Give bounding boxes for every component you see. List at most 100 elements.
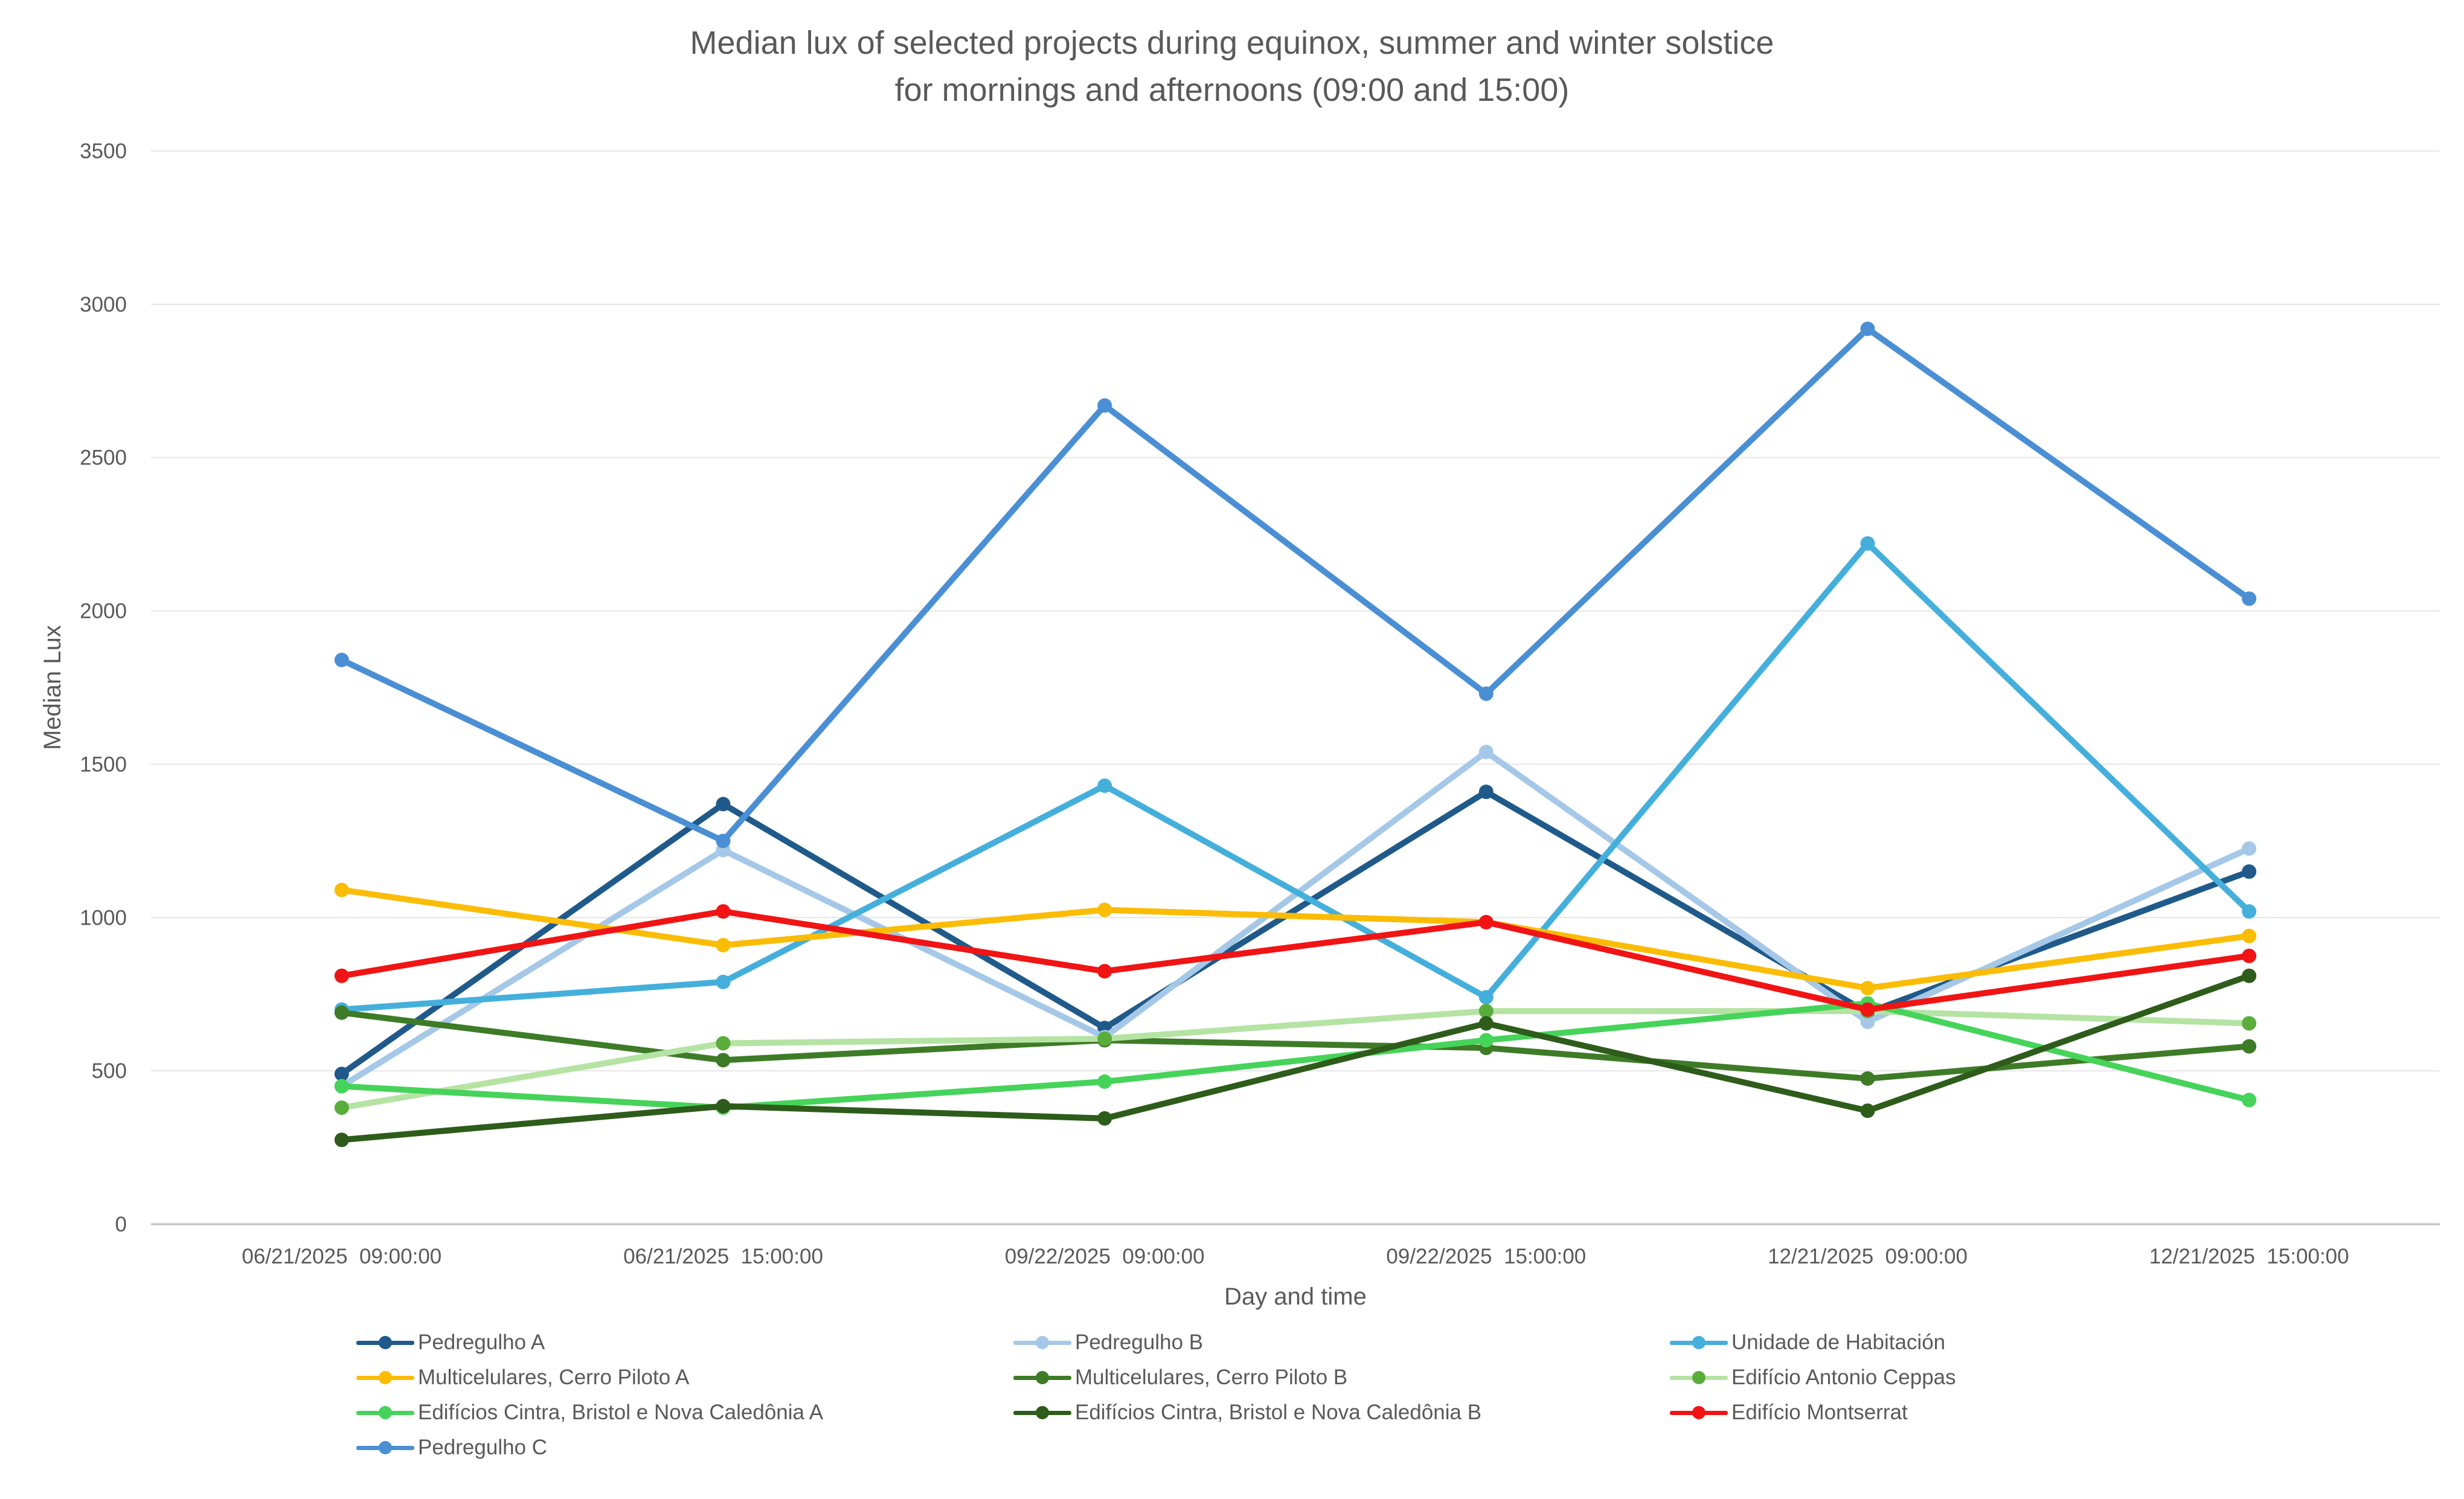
legend-item: Multicelulares, Cerro Piloto B (1013, 1361, 1347, 1395)
data-point (2242, 928, 2257, 943)
legend-swatch (1670, 1401, 1728, 1425)
legend-item: Edifício Antonio Ceppas (1670, 1361, 1956, 1395)
series-2 (334, 536, 2257, 1017)
data-point (716, 937, 731, 952)
legend-item: Pedregulho C (356, 1431, 547, 1465)
y-tick-label: 0 (115, 1213, 127, 1236)
y-tick-label: 2500 (80, 446, 127, 470)
series-line (338, 540, 2253, 1013)
legend-label: Multicelulares, Cerro Piloto A (418, 1366, 690, 1389)
data-point (334, 1132, 349, 1148)
data-point (716, 974, 731, 989)
data-point (2242, 841, 2257, 856)
data-point (334, 1005, 349, 1020)
data-point (1097, 398, 1112, 413)
legend-item: Edifícios Cintra, Bristol e Nova Caledôn… (356, 1396, 823, 1430)
data-point (2242, 904, 2257, 919)
y-tick-label: 1500 (80, 753, 127, 776)
series-7 (334, 968, 2257, 1148)
data-point (2242, 948, 2257, 963)
series-3 (334, 882, 2257, 996)
legend-label: Edifícios Cintra, Bristol e Nova Caledôn… (418, 1401, 824, 1424)
data-point (2242, 591, 2257, 606)
x-tick-label: 06/21/2025 09:00:00 (242, 1245, 441, 1268)
y-tick-label: 3500 (80, 140, 127, 163)
series-line (338, 908, 2253, 1013)
series-line (338, 749, 2253, 1090)
legend-swatch (356, 1366, 414, 1390)
series-line (338, 1000, 2253, 1111)
data-point (1860, 321, 1875, 336)
data-point (1478, 1016, 1493, 1031)
data-point (334, 1067, 349, 1082)
chart-title: Median lux of selected projects during e… (690, 25, 1774, 61)
legend-swatch (1013, 1401, 1071, 1425)
series-8 (334, 904, 2257, 1017)
x-tick-label: 09/22/2025 15:00:00 (1386, 1245, 1586, 1268)
x-tick-label: 09/22/2025 09:00:00 (1005, 1245, 1205, 1268)
data-point (334, 882, 349, 897)
data-point (1860, 1071, 1875, 1086)
legend-label: Multicelulares, Cerro Piloto B (1075, 1366, 1348, 1389)
y-axis-title: Median Lux (39, 625, 66, 750)
data-point (1860, 1103, 1875, 1119)
legend-swatch (1013, 1330, 1071, 1355)
legend-swatch (1670, 1330, 1728, 1355)
y-tick-label: 1000 (80, 906, 127, 929)
x-tick-label: 12/21/2025 15:00:00 (2149, 1245, 2349, 1268)
data-point (1860, 536, 1875, 551)
data-point (334, 968, 349, 983)
legend-swatch (356, 1330, 414, 1355)
legend-swatch (1670, 1366, 1728, 1390)
data-point (1478, 785, 1493, 800)
legend-label: Unidade de Habitación (1731, 1330, 1946, 1354)
x-tick-label: 12/21/2025 09:00:00 (1768, 1245, 1968, 1268)
data-point (1097, 778, 1112, 793)
y-tick-label: 3000 (80, 293, 127, 316)
data-point (716, 1036, 731, 1051)
data-point (334, 1100, 349, 1115)
legend-swatch (356, 1401, 414, 1425)
data-point (1860, 1014, 1875, 1029)
legend-swatch (1013, 1366, 1071, 1390)
legend-label: Pedregulho B (1075, 1330, 1204, 1354)
series-line (338, 326, 2253, 844)
legend-label: Pedregulho C (418, 1436, 548, 1459)
data-point (334, 1079, 349, 1094)
series-line (338, 1008, 2253, 1111)
data-point (334, 652, 349, 667)
data-point (1478, 1033, 1493, 1048)
data-point (1478, 745, 1493, 760)
data-point (2242, 1039, 2257, 1054)
data-point (1478, 1004, 1493, 1019)
legend-item: Unidade de Habitación (1670, 1326, 1945, 1359)
data-point (2242, 968, 2257, 983)
data-point (716, 833, 731, 849)
data-point (716, 904, 731, 919)
data-point (716, 797, 731, 812)
series-line (338, 789, 2253, 1077)
data-point (716, 1053, 731, 1068)
data-point (1860, 981, 1875, 996)
y-tick-label: 500 (92, 1059, 127, 1083)
x-axis-title: Day and time (1224, 1283, 1367, 1310)
y-tick-label: 2000 (80, 600, 127, 623)
legend-label: Edifício Antonio Ceppas (1731, 1366, 1956, 1389)
legend-item: Multicelulares, Cerro Piloto A (356, 1361, 689, 1395)
data-point (1097, 1074, 1112, 1089)
legend-item: Pedregulho A (356, 1326, 545, 1359)
data-point (1097, 964, 1112, 979)
x-tick-label: 06/21/2025 15:00:00 (623, 1245, 823, 1268)
data-point (1478, 990, 1493, 1005)
legend-item: Edifícios Cintra, Bristol e Nova Caledôn… (1013, 1396, 1481, 1430)
data-point (716, 1099, 731, 1114)
data-point (1860, 1002, 1875, 1017)
data-point (1478, 686, 1493, 701)
series-9 (334, 321, 2257, 849)
chart-subtitle: for mornings and afternoons (09:00 and 1… (894, 72, 1570, 108)
data-point (1097, 902, 1112, 917)
data-point (1097, 1031, 1112, 1046)
series-line (338, 972, 2253, 1143)
